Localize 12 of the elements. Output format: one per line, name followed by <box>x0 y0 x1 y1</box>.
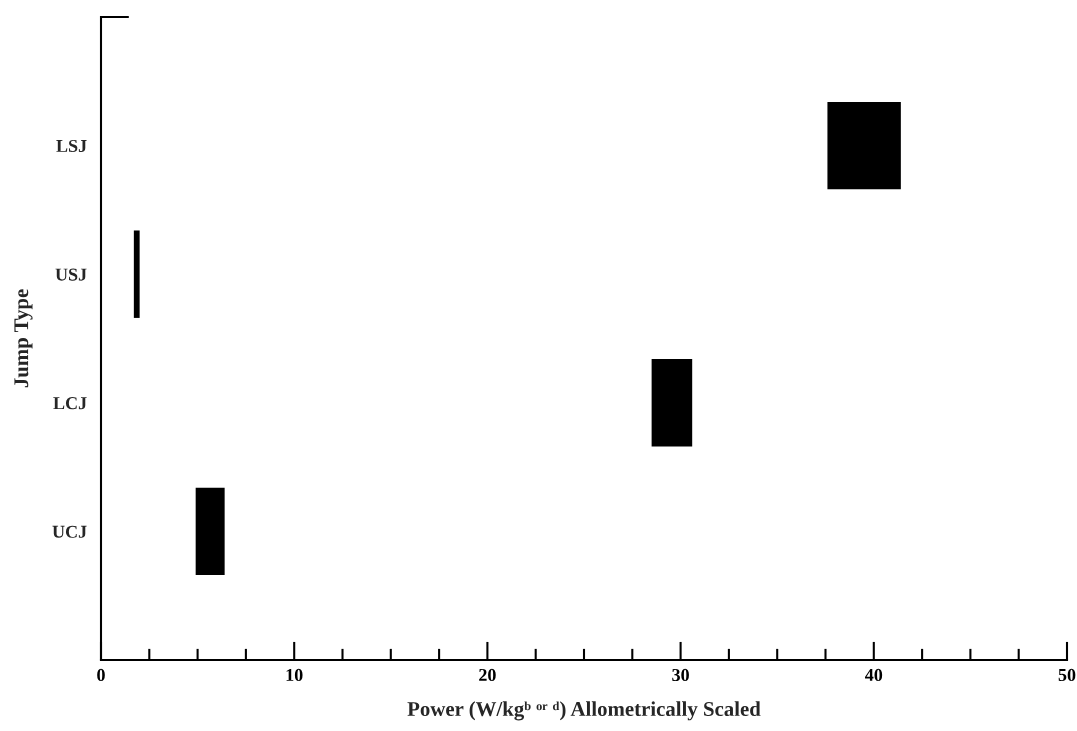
x-tick-label: 20 <box>479 668 496 682</box>
y-axis-title: Jump Type <box>14 289 33 388</box>
y-tick-label: UCJ <box>52 525 87 538</box>
x-tick-label: 30 <box>672 668 689 682</box>
x-tick-label: 50 <box>1058 668 1076 682</box>
y-tick-label: USJ <box>55 268 87 281</box>
x-tick-label: 10 <box>286 668 303 682</box>
x-axis-title: Power (W/kgᵇ ᵒʳ ᵈ) Allometrically Scaled <box>407 701 761 721</box>
y-tick-label: LSJ <box>56 139 87 153</box>
y-tick-label: LCJ <box>53 397 87 410</box>
x-tick-label: 0 <box>97 668 105 682</box>
x-tick-label: 40 <box>865 668 883 682</box>
